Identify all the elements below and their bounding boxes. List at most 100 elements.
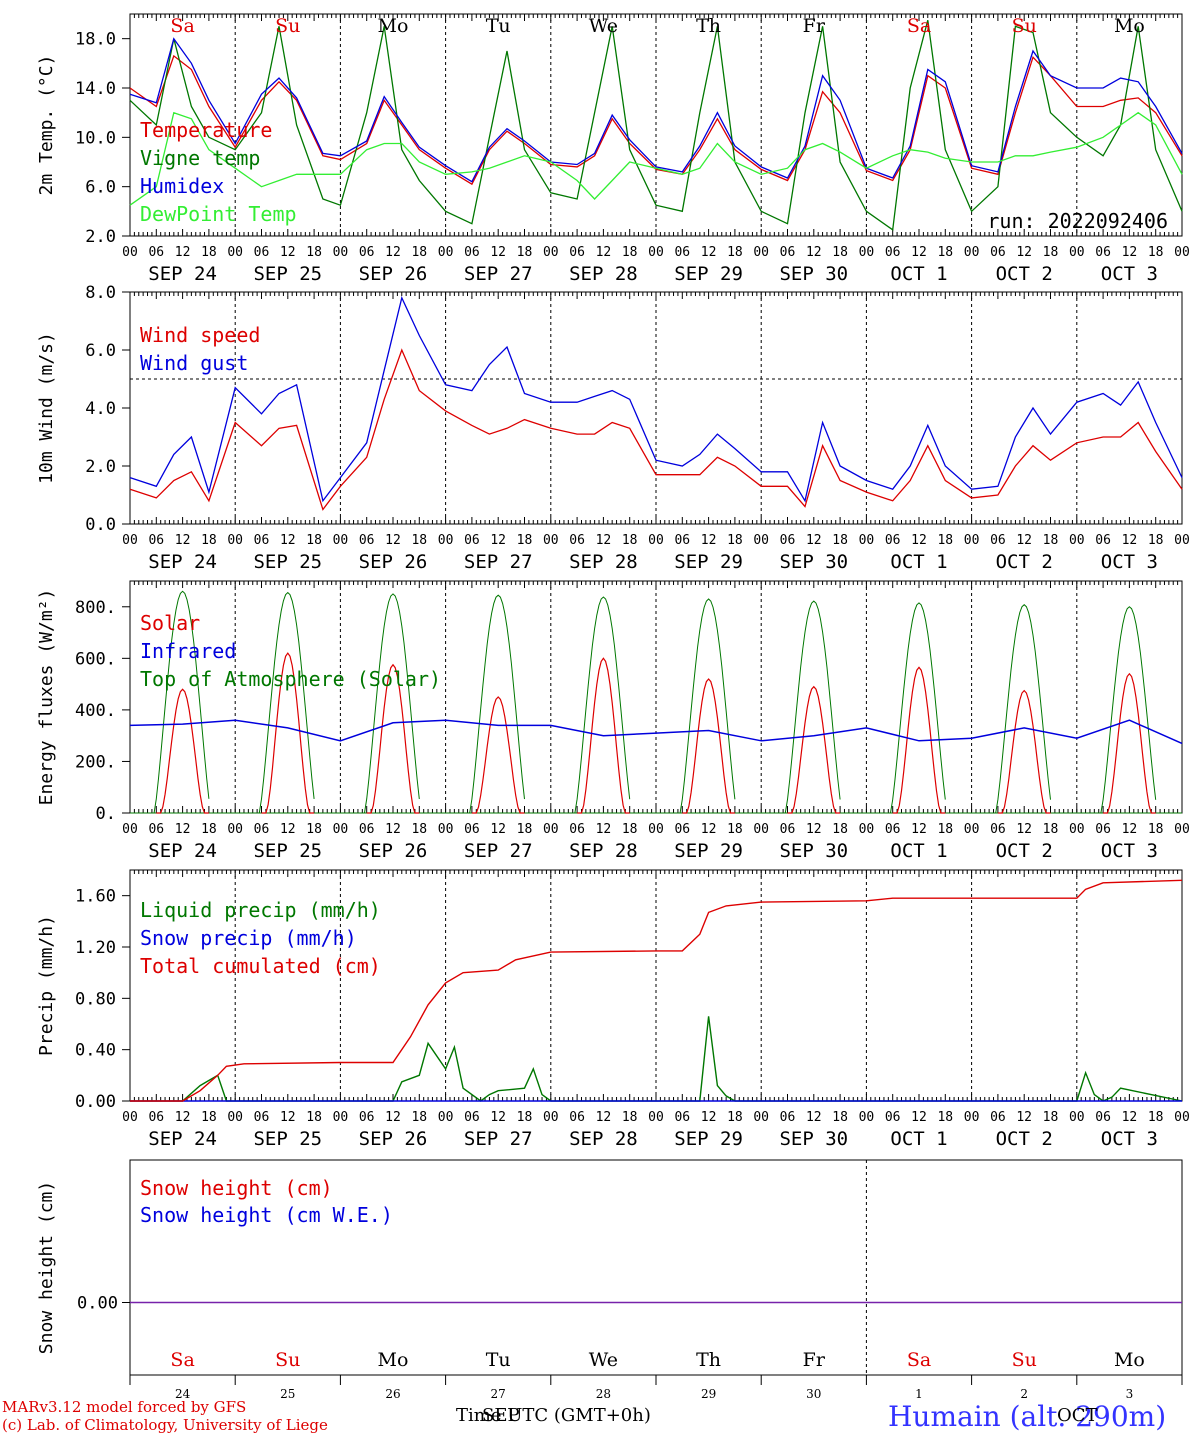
hour-tick-label: 18 (411, 1110, 427, 1125)
hour-tick-label: 00 (333, 822, 349, 837)
hour-tick-label: 12 (806, 245, 822, 260)
toa-solar-curve (463, 594, 525, 814)
y-tick-label: 1.60 (75, 887, 116, 907)
hour-tick-label: 18 (937, 245, 953, 260)
hour-tick-label: 06 (885, 245, 901, 260)
hour-tick-label: 00 (1069, 245, 1085, 260)
hour-tick-label: 00 (753, 245, 769, 260)
solar-curve (892, 666, 946, 814)
hour-tick-label: 00 (227, 245, 243, 260)
weekday-label: Th (696, 15, 721, 37)
hour-tick-label: 18 (727, 1110, 743, 1125)
hour-tick-label: 12 (490, 1110, 506, 1125)
hour-tick-label: 18 (937, 822, 953, 837)
hour-tick-label: 18 (1043, 1110, 1059, 1125)
date-label: SEP 25 (253, 263, 322, 285)
hour-tick-label: 00 (122, 1110, 138, 1125)
toa-solar-curve (147, 590, 210, 814)
hour-tick-label: 00 (543, 533, 559, 548)
date-label: SEP 30 (779, 840, 848, 862)
hour-tick-label: 00 (1174, 245, 1190, 260)
legend-entry: Humidex (140, 174, 224, 198)
solar-curve (577, 657, 630, 814)
legend-entry: Temperature (140, 118, 272, 142)
hour-tick-label: 12 (1016, 822, 1032, 837)
legend-entry: Top of Atmosphere (Solar) (140, 667, 441, 691)
date-label: SEP 30 (779, 263, 848, 285)
model-line: MARv3.12 model forced by GFS (2, 1398, 247, 1416)
hour-tick-label: 18 (1043, 245, 1059, 260)
y-tick-label: 18.0 (75, 30, 116, 50)
date-label: SEP 26 (359, 1128, 428, 1150)
weekday-label: We (589, 15, 618, 37)
hour-tick-label: 12 (911, 822, 927, 837)
hour-tick-label: 00 (1174, 1110, 1190, 1125)
hour-tick-label: 00 (438, 245, 454, 260)
hour-tick-label: 00 (1174, 533, 1190, 548)
weekday-label: Su (1012, 15, 1037, 37)
hour-tick-label: 12 (1122, 1110, 1138, 1125)
weekday-label: Tu (486, 1349, 511, 1371)
date-label: OCT 3 (1101, 1128, 1158, 1150)
hour-tick-label: 00 (227, 533, 243, 548)
day-number-label: 27 (491, 1387, 506, 1401)
infrared-line (129, 719, 1183, 745)
hour-tick-label: 18 (201, 1110, 217, 1125)
hour-tick-label: 06 (674, 1110, 690, 1125)
hour-tick-label: 00 (859, 533, 875, 548)
hour-tick-label: 18 (1043, 533, 1059, 548)
weekday-label: Su (275, 1349, 300, 1371)
hour-tick-label: 18 (517, 822, 533, 837)
hour-tick-label: 12 (911, 1110, 927, 1125)
hour-tick-label: 06 (780, 533, 796, 548)
hour-tick-label: 00 (1069, 533, 1085, 548)
hour-tick-label: 18 (201, 245, 217, 260)
day-number-label: 2 (1020, 1387, 1028, 1401)
y-tick-label: 10.0 (75, 128, 116, 148)
hour-tick-label: 12 (280, 245, 296, 260)
hour-tick-label: 18 (1148, 1110, 1164, 1125)
hour-tick-label: 06 (780, 245, 796, 260)
hour-tick-label: 06 (464, 822, 480, 837)
series-line (129, 111, 1183, 206)
hour-tick-label: 12 (596, 1110, 612, 1125)
hour-tick-label: 06 (990, 1110, 1006, 1125)
date-label: SEP 26 (359, 263, 428, 285)
day-number-label: 29 (701, 1387, 716, 1401)
hour-tick-label: 06 (569, 1110, 585, 1125)
hour-tick-label: 18 (306, 822, 322, 837)
date-label: SEP 30 (779, 551, 848, 573)
hour-tick-label: 18 (201, 822, 217, 837)
legend-entry: Snow height (cm W.E.) (140, 1203, 393, 1227)
y-tick-label: 400. (75, 701, 116, 721)
hour-tick-label: 18 (937, 1110, 953, 1125)
hour-tick-label: 12 (385, 533, 401, 548)
hour-tick-label: 18 (411, 822, 427, 837)
hour-tick-label: 00 (964, 245, 980, 260)
y-tick-label: 6.0 (85, 178, 116, 198)
hour-tick-label: 06 (254, 245, 270, 260)
solar-curve (156, 688, 209, 814)
hour-tick-label: 12 (911, 245, 927, 260)
series-line (129, 20, 1183, 231)
credit-line: (c) Lab. of Climatology, University of L… (2, 1416, 328, 1434)
hour-tick-label: 12 (596, 822, 612, 837)
series-line (130, 879, 1183, 1102)
date-label: SEP 24 (148, 1128, 217, 1150)
day-number-label: 26 (385, 1387, 400, 1401)
hour-tick-label: 06 (990, 822, 1006, 837)
y-tick-label: 0.40 (75, 1041, 116, 1061)
hour-tick-label: 00 (648, 533, 664, 548)
hour-tick-label: 06 (148, 245, 164, 260)
hour-tick-label: 18 (201, 533, 217, 548)
hour-tick-label: 06 (885, 533, 901, 548)
hour-tick-label: 18 (411, 245, 427, 260)
hour-tick-label: 18 (411, 533, 427, 548)
series-line (129, 37, 1183, 183)
y-axis-label: Precip (mm/h) (36, 915, 57, 1056)
y-tick-label: 0.0 (85, 515, 116, 535)
hour-tick-label: 06 (359, 533, 375, 548)
hour-tick-label: 12 (280, 533, 296, 548)
date-label: SEP 28 (569, 840, 638, 862)
date-label: OCT 1 (890, 263, 947, 285)
